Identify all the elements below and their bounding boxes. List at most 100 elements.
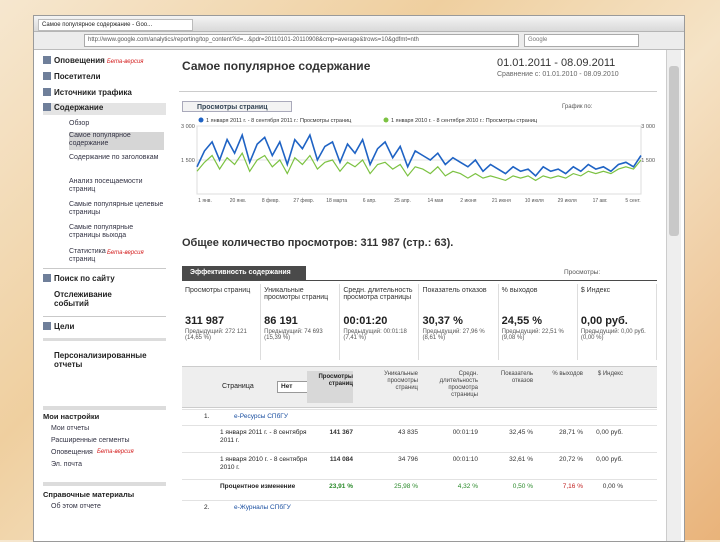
cell: 0,00 % (602, 483, 623, 490)
cell: 00:01:19 (452, 429, 478, 436)
metric-label: Средн. длительность просмотра страницы (343, 287, 413, 301)
tab[interactable]: Эффективность содержания (182, 266, 306, 280)
metric-card: Уникальные просмотры страниц 86 191 Предыд… (261, 284, 341, 360)
nav-subitem[interactable]: Содержание по заголовкам (69, 154, 159, 161)
y-tick-label: 3 000 (181, 124, 195, 130)
settings-item[interactable]: Эл. почта (51, 461, 82, 468)
legend-swatch (198, 117, 204, 123)
x-tick-label: 17 авг. (593, 198, 608, 204)
segment-dropdown[interactable]: Нет (277, 381, 308, 393)
cell: 0,00 руб. (596, 429, 623, 436)
cell: 0,50 % (512, 483, 533, 490)
summary-heading: Общее количество просмотров: 311 987 (ст… (182, 237, 454, 249)
nav-subitem[interactable]: Самое популярное содержание (69, 132, 164, 150)
legend-swatch (383, 117, 389, 123)
nav-item[interactable]: Источники трафика (43, 88, 166, 97)
scrollbar[interactable] (666, 50, 681, 541)
column-header[interactable]: % выходов (552, 371, 583, 377)
column-header: Страница (222, 383, 254, 390)
nav-item[interactable]: Отслеживание событий (54, 290, 112, 308)
metric-value: 86 191 (264, 315, 298, 327)
section-title: Мои настройки (43, 412, 100, 421)
column-header[interactable]: Средн. длительность просмотра страницы (439, 371, 478, 398)
x-tick-label: 18 марта (326, 198, 347, 204)
nav-item[interactable]: Посетители (43, 72, 166, 81)
metric-card: $ Индекс 0,00 руб. Предыдущий: 0,00 руб. (… (578, 284, 657, 360)
x-tick-label: 6 апр. (363, 198, 377, 204)
column-header[interactable]: Показатель отказов (500, 371, 533, 384)
page-link[interactable]: e-Ресурсы СПбГУ (234, 413, 288, 420)
nav-label: Поиск по сайту (54, 274, 115, 283)
metric-previous: Предыдущий: 272 121 (14,65 %) (185, 329, 247, 341)
divider (182, 280, 657, 281)
metric-card: Показатель отказов 30,37 % Предыдущий: 27,… (420, 284, 499, 360)
row-divider (182, 409, 657, 410)
nav-item[interactable]: Поиск по сайту (43, 274, 166, 283)
column-header[interactable]: Просмотры страниц (307, 371, 353, 403)
nav-subitem[interactable]: Анализ посещаемости страниц (69, 178, 143, 193)
line-series (196, 151, 642, 182)
metric-value: 0,00 руб. (580, 315, 628, 327)
metric-label: Уникальные просмотры страниц (264, 287, 329, 301)
legend-entry: 1 января 2010 г. - 8 сентября 2010 г.: П… (391, 118, 538, 124)
settings-item[interactable]: Мои отчеты (51, 425, 90, 432)
x-tick-label: 8 февр. (262, 198, 280, 204)
report: Самое популярное содержание 01.01.2011 -… (179, 54, 659, 541)
page-link[interactable]: e-Журналы СПбГУ (234, 504, 291, 511)
nav-subitem[interactable]: Самые популярные целевые страницы (69, 201, 164, 216)
graph-by: График по: (562, 104, 593, 110)
x-tick-label: 2 июня (460, 198, 476, 204)
nav-item[interactable]: Цели (43, 322, 166, 331)
help-item[interactable]: Об этом отчете (51, 503, 101, 510)
nav-item[interactable]: Персонализированные отчеты (54, 351, 147, 369)
column-header[interactable]: $ Индекс (597, 371, 623, 377)
search-box[interactable]: Google (524, 34, 639, 47)
metric-value: 311 987 (185, 315, 225, 327)
nav-subitem[interactable]: Самые популярные страницы выхода (69, 224, 134, 239)
nav-label: Содержание (54, 103, 104, 112)
address-bar[interactable]: http://www.google.com/analytics/reportin… (84, 34, 519, 47)
separator (43, 268, 166, 269)
tab[interactable]: Самое популярное содержание - Goo... (38, 19, 193, 31)
cell: 4,32 % (457, 483, 478, 490)
table-header-bg (182, 366, 657, 408)
metric-previous: Предыдущий: 0,00 руб. (0,00 %) (580, 329, 646, 341)
date-range[interactable]: 01.01.2011 - 08.09.2011 (497, 57, 616, 69)
scroll-thumb[interactable] (669, 66, 679, 236)
nav-item[interactable]: Оповещения Бета-версия (43, 56, 166, 65)
row-index: 2. (204, 504, 210, 511)
beta-badge: Бета-версия (97, 449, 134, 455)
views-label: Просмотры: (564, 269, 601, 276)
line-series (196, 132, 642, 178)
y2-tick-label: 3 000 (641, 124, 655, 130)
cell: 00:01:10 (452, 456, 478, 463)
metric-label: Просмотры страниц (185, 287, 251, 294)
metric-card: Просмотры страниц 311 987 Предыдущий: 272 … (182, 284, 262, 360)
nav-subitem[interactable]: Статистика страниц (69, 248, 106, 263)
metric-value: 24,55 % (501, 315, 543, 327)
metric-label: % выходов (501, 287, 538, 294)
cell: 7,16 % (562, 483, 583, 490)
column-header[interactable]: Уникальные просмотры страниц (384, 371, 418, 391)
section-title: Справочные материалы (43, 490, 135, 499)
metric-value: 00:01:20 (343, 315, 388, 327)
metric-previous: Предыдущий: 74 693 (15,39 %) (264, 329, 323, 341)
report-title: Самое популярное содержание (182, 59, 371, 73)
title-bar: Самое популярное содержание - Goo... (34, 16, 684, 32)
settings-item[interactable]: Оповещения (51, 449, 93, 456)
settings-item[interactable]: Расширенные сегменты (51, 437, 130, 444)
cell: 25,98 % (394, 483, 418, 490)
chart: 1 500 1 500 3 000 3 000 1 января 2011 г. - 8… (181, 117, 655, 204)
cell: 28,71 % (559, 429, 583, 436)
metric-previous: Предыдущий: 22,51 % (9,08 %) (501, 329, 564, 341)
x-tick-label: 20 янв. (230, 198, 246, 204)
nav-subitem[interactable]: Обзор (69, 120, 90, 127)
cell: 34 796 (398, 456, 418, 463)
nav-item[interactable]: Содержание (43, 103, 166, 115)
metric-dropdown[interactable]: Просмотры страниц (182, 101, 292, 112)
compare-range: Сравнение с: 01.01.2010 - 08.09.2010 (497, 71, 619, 78)
cell: 32,61 % (509, 456, 533, 463)
metric-label: $ Индекс (580, 287, 611, 294)
cell: 20,72 % (559, 456, 583, 463)
